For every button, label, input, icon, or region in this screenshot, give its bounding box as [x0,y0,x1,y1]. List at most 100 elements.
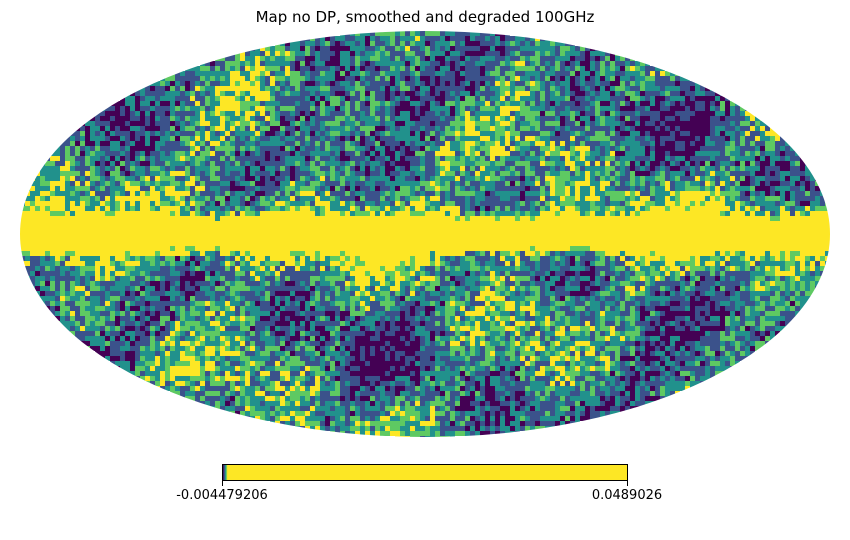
map-pixel [690,141,695,146]
map-pixel [60,181,65,186]
map-pixel [260,136,265,141]
map-pixel [495,141,500,146]
map-pixel [535,216,540,221]
map-pixel [440,111,445,116]
map-pixel [385,191,390,196]
map-pixel [265,201,270,206]
map-pixel [275,101,280,106]
map-pixel [200,86,205,91]
map-pixel [560,56,565,61]
map-pixel [365,146,370,151]
map-pixel [820,206,825,211]
map-pixel [475,56,480,61]
map-pixel [140,121,145,126]
map-pixel [545,121,550,126]
map-pixel [425,221,430,226]
map-pixel [380,161,385,166]
map-pixel [230,66,235,71]
map-pixel [565,201,570,206]
map-pixel [560,146,565,151]
map-pixel [485,216,490,221]
map-pixel [290,56,295,61]
map-pixel [305,186,310,191]
map-pixel [605,71,610,76]
map-pixel [200,71,205,76]
map-pixel [130,106,135,111]
map-pixel [445,106,450,111]
map-pixel [230,86,235,91]
map-pixel [795,161,800,166]
map-pixel [260,131,265,136]
map-pixel [230,111,235,116]
map-pixel [505,126,510,131]
map-pixel [290,76,295,81]
map-pixel [45,176,50,181]
map-pixel [525,66,530,71]
map-pixel [680,146,685,151]
map-pixel [705,181,710,186]
map-pixel [185,101,190,106]
map-pixel [720,201,725,206]
map-pixel [345,76,350,81]
map-pixel [575,151,580,156]
map-pixel [170,221,175,226]
map-pixel [360,96,365,101]
map-pixel [620,81,625,86]
map-pixel [355,186,360,191]
map-pixel [140,216,145,221]
map-pixel [350,151,355,156]
map-pixel [465,61,470,66]
map-pixel [385,36,390,41]
map-pixel [275,181,280,186]
map-pixel [555,71,560,76]
map-pixel [285,96,290,101]
map-pixel [555,56,560,61]
map-pixel [505,86,510,91]
map-pixel [350,36,355,41]
map-pixel [670,151,675,156]
map-pixel [215,161,220,166]
map-pixel [415,211,420,216]
map-pixel [275,106,280,111]
map-pixel [605,161,610,166]
map-pixel [470,161,475,166]
map-pixel [325,111,330,116]
map-pixel [300,61,305,66]
map-pixel [425,71,430,76]
map-pixel [650,126,655,131]
map-pixel [525,151,530,156]
map-pixel [690,181,695,186]
map-pixel [170,76,175,81]
map-pixel [375,116,380,121]
map-pixel [310,196,315,201]
map-pixel [635,136,640,141]
map-pixel [130,111,135,116]
map-pixel [680,216,685,221]
map-pixel [285,111,290,116]
map-pixel [470,111,475,116]
map-pixel [275,96,280,101]
map-pixel [305,211,310,216]
map-pixel [730,161,735,166]
map-pixel [165,101,170,106]
map-pixel [465,156,470,161]
map-pixel [430,51,435,56]
map-pixel [545,66,550,71]
map-pixel [175,116,180,121]
map-pixel [335,166,340,171]
map-pixel [145,156,150,161]
map-pixel [560,161,565,166]
map-pixel [410,221,415,226]
map-pixel [145,96,150,101]
map-pixel [330,131,335,136]
map-pixel [500,161,505,166]
map-pixel [385,151,390,156]
map-pixel [520,196,525,201]
map-pixel [560,171,565,176]
map-pixel [560,111,565,116]
map-pixel [520,36,525,41]
map-pixel [370,61,375,66]
map-pixel [360,126,365,131]
map-pixel [660,221,665,226]
map-pixel [465,221,470,226]
